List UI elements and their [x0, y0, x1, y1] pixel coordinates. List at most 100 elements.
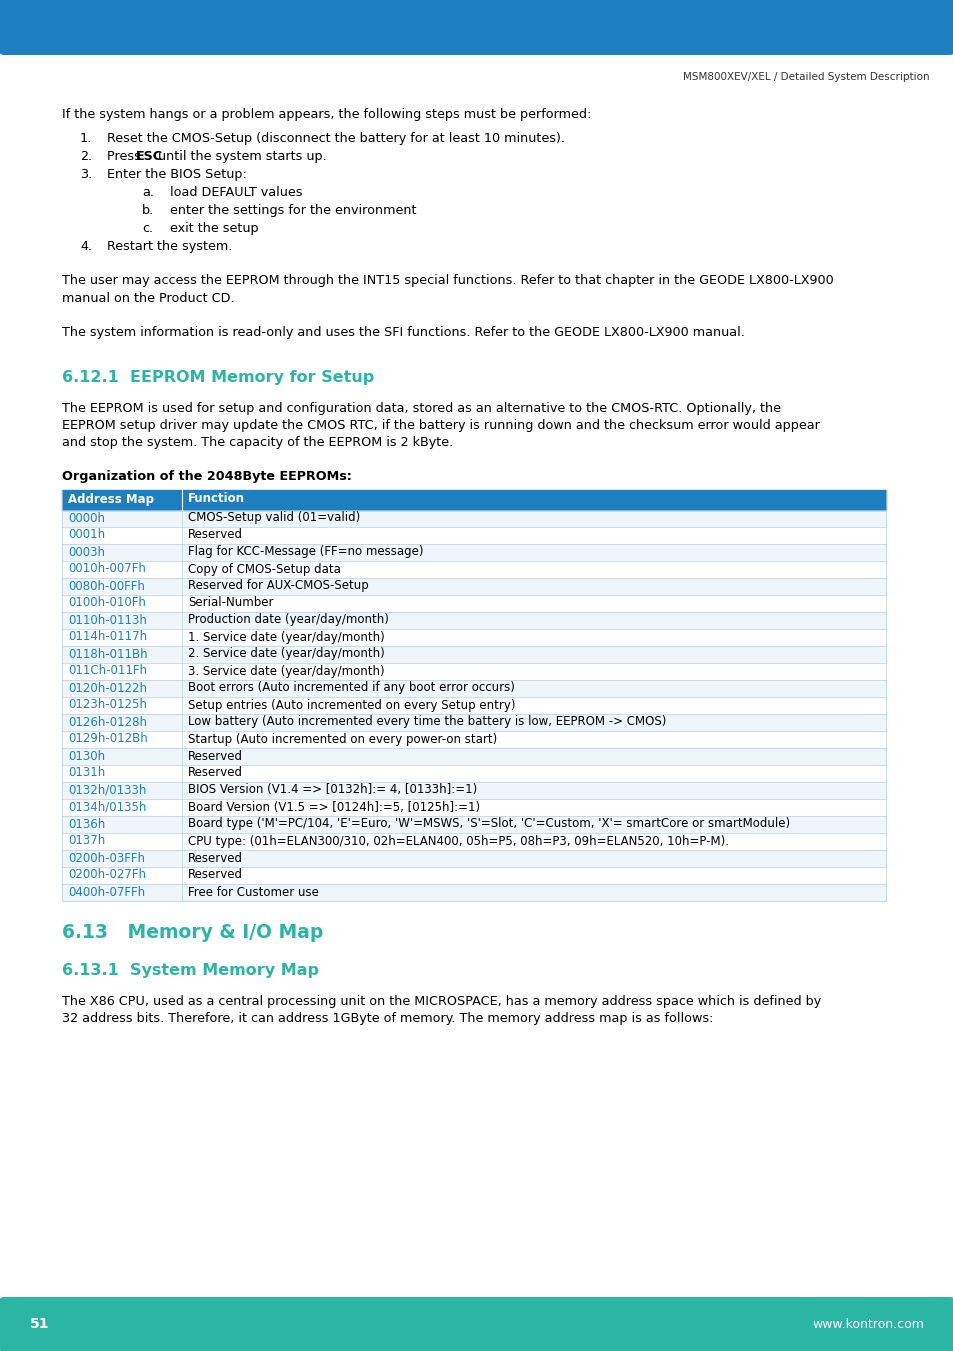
Text: Board type ('M'=PC/104, 'E'=Euro, 'W'=MSWS, 'S'=Slot, 'C'=Custom, 'X'= smartCore: Board type ('M'=PC/104, 'E'=Euro, 'W'=MS… [188, 817, 789, 831]
Text: Organization of the 2048Byte EEPROMs:: Organization of the 2048Byte EEPROMs: [62, 470, 352, 484]
Text: 0126h-0128h: 0126h-0128h [68, 716, 147, 728]
Text: If the system hangs or a problem appears, the following steps must be performed:: If the system hangs or a problem appears… [62, 108, 591, 122]
Text: 0200h-03FFh: 0200h-03FFh [68, 851, 145, 865]
Text: CPU type: (01h=ELAN300/310, 02h=ELAN400, 05h=P5, 08h=P3, 09h=ELAN520, 10h=P-M).: CPU type: (01h=ELAN300/310, 02h=ELAN400,… [188, 835, 728, 847]
Text: 0003h: 0003h [68, 546, 105, 558]
Bar [62, 748, 885, 765]
Text: BIOS Version (V1.4 => [0132h]:= 4, [0133h]:=1): BIOS Version (V1.4 => [0132h]:= 4, [0133… [188, 784, 476, 797]
Text: b.: b. [142, 204, 154, 218]
Bar [62, 561, 885, 578]
Text: load DEFAULT values: load DEFAULT values [170, 186, 302, 199]
Bar [62, 509, 885, 527]
Text: Reserved: Reserved [188, 869, 243, 881]
Text: until the system starts up.: until the system starts up. [153, 150, 326, 163]
Text: Serial-Number: Serial-Number [188, 597, 274, 609]
Bar [62, 782, 885, 798]
Text: enter the settings for the environment: enter the settings for the environment [170, 204, 416, 218]
Text: 32 address bits. Therefore, it can address 1GByte of memory. The memory address : 32 address bits. Therefore, it can addre… [62, 1012, 713, 1025]
Text: Setup entries (Auto incremented on every Setup entry): Setup entries (Auto incremented on every… [188, 698, 515, 712]
Text: 0134h/0135h: 0134h/0135h [68, 801, 146, 813]
Text: Boot errors (Auto incremented if any boot error occurs): Boot errors (Auto incremented if any boo… [188, 681, 515, 694]
Text: Free for Customer use: Free for Customer use [188, 885, 318, 898]
Text: 0010h-007Fh: 0010h-007Fh [68, 562, 146, 576]
Text: The system information is read-only and uses the SFI functions. Refer to the GEO: The system information is read-only and … [62, 326, 744, 339]
Text: 0100h-010Fh: 0100h-010Fh [68, 597, 146, 609]
Bar [62, 612, 885, 630]
Text: Restart the system.: Restart the system. [107, 240, 233, 253]
Bar [62, 816, 885, 834]
Bar [62, 527, 885, 544]
Bar [62, 663, 885, 680]
Text: CMOS-Setup valid (01=valid): CMOS-Setup valid (01=valid) [188, 512, 360, 524]
Text: 0001h: 0001h [68, 528, 105, 542]
Text: ESC: ESC [135, 150, 163, 163]
Text: Copy of CMOS-Setup data: Copy of CMOS-Setup data [188, 562, 340, 576]
Bar [62, 630, 885, 646]
Text: Enter the BIOS Setup:: Enter the BIOS Setup: [107, 168, 247, 181]
Text: manual on the Product CD.: manual on the Product CD. [62, 292, 234, 305]
Text: Production date (year/day/month): Production date (year/day/month) [188, 613, 389, 627]
Text: Reserved: Reserved [188, 851, 243, 865]
Bar [62, 578, 885, 594]
Text: 3. Service date (year/day/month): 3. Service date (year/day/month) [188, 665, 384, 677]
Text: Reset the CMOS-Setup (disconnect the battery for at least 10 minutes).: Reset the CMOS-Setup (disconnect the bat… [107, 132, 564, 145]
Text: 4.: 4. [80, 240, 92, 253]
Bar [62, 765, 885, 782]
FancyBboxPatch shape [0, 1297, 953, 1351]
Text: The user may access the EEPROM through the INT15 special functions. Refer to tha: The user may access the EEPROM through t… [62, 274, 833, 286]
Text: 0118h-011Bh: 0118h-011Bh [68, 647, 148, 661]
Text: www.kontron.com: www.kontron.com [811, 1319, 923, 1331]
Text: The X86 CPU, used as a central processing unit on the MICROSPACE, has a memory a: The X86 CPU, used as a central processin… [62, 994, 821, 1008]
Text: EEPROM setup driver may update the CMOS RTC, if the battery is running down and : EEPROM setup driver may update the CMOS … [62, 419, 819, 432]
Text: and stop the system. The capacity of the EEPROM is 2 kByte.: and stop the system. The capacity of the… [62, 436, 453, 449]
Bar [62, 680, 885, 697]
Text: Low battery (Auto incremented every time the battery is low, EEPROM -> CMOS): Low battery (Auto incremented every time… [188, 716, 666, 728]
Text: 6.13   Memory & I/O Map: 6.13 Memory & I/O Map [62, 923, 323, 942]
Text: exit the setup: exit the setup [170, 222, 258, 235]
Text: Reserved: Reserved [188, 766, 243, 780]
Text: 0120h-0122h: 0120h-0122h [68, 681, 147, 694]
Bar [62, 867, 885, 884]
Text: 0132h/0133h: 0132h/0133h [68, 784, 146, 797]
Bar [62, 850, 885, 867]
Text: Reserved for AUX-CMOS-Setup: Reserved for AUX-CMOS-Setup [188, 580, 369, 593]
Text: Startup (Auto incremented on every power-on start): Startup (Auto incremented on every power… [188, 732, 497, 746]
Text: Address Map: Address Map [68, 493, 153, 505]
Text: 0000h: 0000h [68, 512, 105, 524]
Text: 0129h-012Bh: 0129h-012Bh [68, 732, 148, 746]
Text: 0136h: 0136h [68, 817, 105, 831]
Bar [62, 731, 885, 748]
Text: MSM800XEV/XEL / Detailed System Description: MSM800XEV/XEL / Detailed System Descript… [682, 72, 929, 82]
Text: Function: Function [188, 493, 245, 505]
Text: 0200h-027Fh: 0200h-027Fh [68, 869, 146, 881]
Bar [62, 713, 885, 731]
Bar [62, 697, 885, 713]
Text: Reserved: Reserved [188, 750, 243, 762]
Bar [62, 834, 885, 850]
Text: 6.12.1  EEPROM Memory for Setup: 6.12.1 EEPROM Memory for Setup [62, 370, 374, 385]
Bar [62, 798, 885, 816]
Text: 0114h-0117h: 0114h-0117h [68, 631, 147, 643]
Text: c.: c. [142, 222, 153, 235]
Text: 0123h-0125h: 0123h-0125h [68, 698, 147, 712]
Text: Flag for KCC-Message (FF=no message): Flag for KCC-Message (FF=no message) [188, 546, 423, 558]
Text: 51: 51 [30, 1317, 50, 1332]
Text: a.: a. [142, 186, 153, 199]
Bar [62, 490, 885, 509]
Text: 0130h: 0130h [68, 750, 105, 762]
Text: 011Ch-011Fh: 011Ch-011Fh [68, 665, 147, 677]
Text: 0131h: 0131h [68, 766, 105, 780]
Text: 0400h-07FFh: 0400h-07FFh [68, 885, 145, 898]
Text: 0137h: 0137h [68, 835, 105, 847]
Bar [62, 544, 885, 561]
Text: Press: Press [107, 150, 145, 163]
FancyBboxPatch shape [0, 0, 953, 55]
Text: 3.: 3. [80, 168, 92, 181]
Text: 1. Service date (year/day/month): 1. Service date (year/day/month) [188, 631, 384, 643]
Bar [62, 594, 885, 612]
Text: 2. Service date (year/day/month): 2. Service date (year/day/month) [188, 647, 384, 661]
Text: 2.: 2. [80, 150, 92, 163]
Bar [62, 646, 885, 663]
Text: The EEPROM is used for setup and configuration data, stored as an alternative to: The EEPROM is used for setup and configu… [62, 403, 781, 415]
Text: Reserved: Reserved [188, 528, 243, 542]
